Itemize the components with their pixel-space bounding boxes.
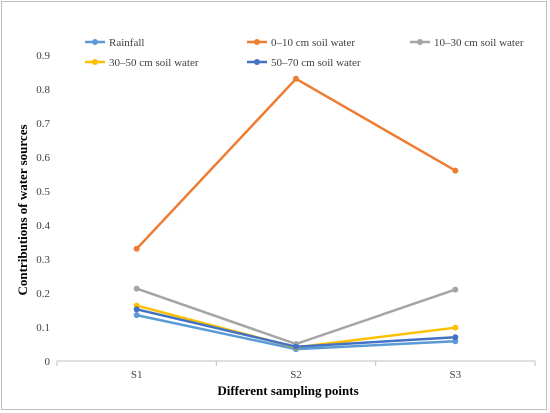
data-point: [133, 285, 140, 292]
legend-label: 10–30 cm soil water: [434, 37, 524, 49]
x-tick-label: S1: [131, 369, 143, 381]
legend-swatch-marker: [417, 39, 423, 45]
y-axis-title: Contributions of water sources: [15, 124, 30, 295]
legend-label: Rainfall: [109, 37, 144, 49]
series-line: [136, 287, 456, 346]
legend-swatch-marker: [254, 39, 260, 45]
data-point: [452, 334, 459, 341]
series-line: [135, 77, 456, 250]
data-point: [452, 286, 459, 293]
series-layer: [133, 75, 459, 353]
y-tick-label: 0.5: [36, 186, 50, 198]
y-tick-label: 0.3: [36, 254, 50, 266]
legend-label: 0–10 cm soil water: [271, 37, 355, 49]
legend-label: 50–70 cm soil water: [271, 57, 361, 69]
data-point: [452, 324, 459, 331]
y-tick-label: 0.4: [36, 220, 50, 232]
y-tick-label: 0: [45, 356, 51, 368]
y-tick-label: 0.9: [36, 50, 50, 62]
data-point: [452, 167, 459, 174]
data-point: [293, 75, 299, 82]
data-point: [133, 312, 140, 319]
legend-item: 10–30 cm soil water: [410, 37, 524, 49]
x-axis-title: Different sampling points: [217, 383, 358, 398]
legend-item: 0–10 cm soil water: [247, 37, 355, 49]
y-axis: 0 0.1 0.2 0.3 0.4 0.5 0.6 0.7 0.8 0.9: [36, 50, 50, 368]
y-tick-label: 0.7: [36, 118, 50, 130]
data-point: [133, 306, 140, 313]
data-point: [133, 245, 140, 252]
y-tick-label: 0.1: [36, 322, 50, 334]
y-tick-label: 0.2: [36, 288, 50, 300]
x-tick-label: S2: [290, 369, 302, 381]
legend-item: 50–70 cm soil water: [247, 57, 361, 69]
legend-item: 30–50 cm soil water: [85, 57, 199, 69]
x-tick-label: S3: [450, 369, 462, 381]
legend: Rainfall 0–10 cm soil water 10–30 cm soil …: [85, 37, 524, 69]
legend-swatch-marker: [92, 59, 98, 65]
data-point: [293, 343, 299, 350]
x-axis: S1 S2 S3: [56, 360, 536, 381]
series-2: [133, 75, 459, 252]
legend-swatch-marker: [92, 39, 98, 45]
series-5: [133, 306, 459, 350]
y-tick-label: 0.8: [36, 84, 50, 96]
legend-swatch-marker: [254, 59, 260, 65]
legend-item: Rainfall: [85, 37, 144, 49]
y-tick-label: 0.6: [36, 152, 50, 164]
legend-label: 30–50 cm soil water: [109, 57, 199, 69]
